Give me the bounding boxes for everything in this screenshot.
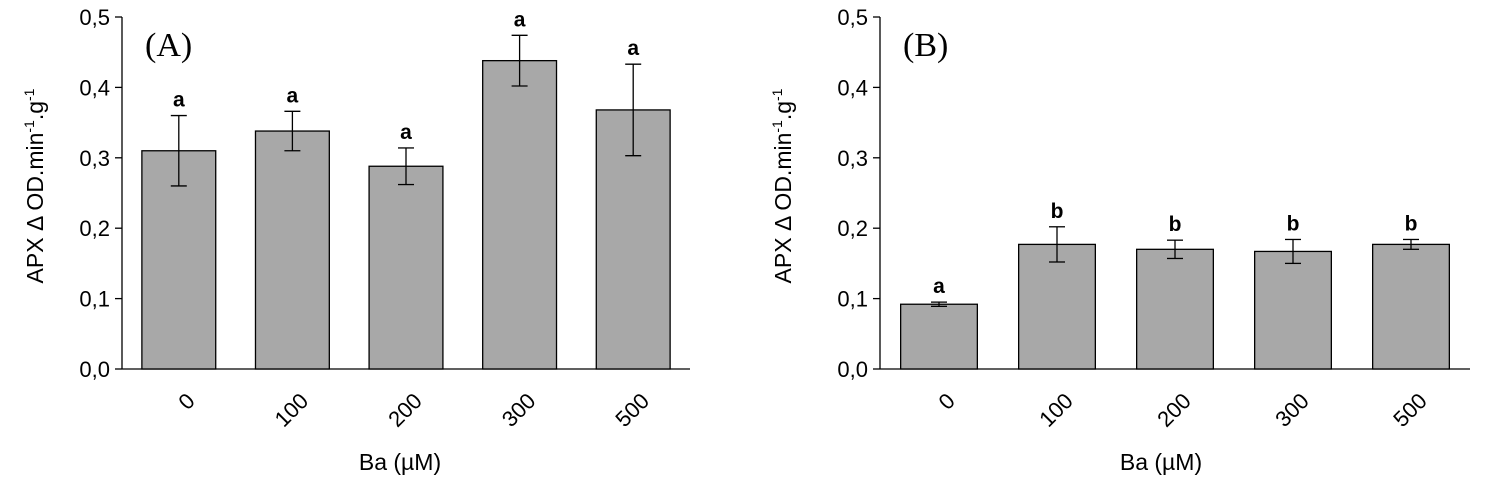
significance-letter-a: a	[627, 37, 639, 60]
panel-label-b: (B)	[903, 27, 948, 64]
significance-letter-a: a	[173, 89, 185, 112]
y-tick-label-b: 0,1	[837, 287, 868, 312]
significance-letter-b: b	[1405, 212, 1418, 235]
y-axis-title-b-sup1: -1	[769, 120, 785, 133]
y-tick-label-b: 0,4	[837, 75, 868, 100]
significance-letter-a: a	[287, 84, 299, 107]
bar-a	[254, 130, 330, 370]
x-tick-label-b: 500	[1388, 388, 1432, 432]
y-tick-label-b: 0,2	[837, 216, 868, 241]
bar-a	[482, 59, 558, 370]
x-axis-title-b: Ba (µM)	[1120, 449, 1202, 475]
significance-letter-b: a	[933, 275, 945, 298]
y-tick-label-a: 0,5	[79, 5, 110, 30]
x-axis-title-a: Ba (µM)	[359, 449, 441, 475]
y-axis-title-b-prefix: APX Δ OD.min	[770, 133, 796, 284]
bar-a	[141, 150, 217, 370]
y-axis-title-a: APX Δ OD.min-1.g-1	[21, 88, 48, 283]
y-axis-title-b-sup2: -1	[769, 88, 785, 101]
x-tick-label-a: 200	[383, 388, 427, 432]
y-tick-label-b: 0,3	[837, 146, 868, 171]
y-tick-label-a: 0,4	[79, 75, 110, 100]
significance-letter-b: b	[1287, 212, 1300, 235]
y-tick-label-a: 0,3	[79, 146, 110, 171]
chart-panel-a: (A) APX Δ OD.min-1.g-1 Ba (µM) 0,00,10,2…	[21, 5, 690, 475]
y-tick-label-a: 0,2	[79, 216, 110, 241]
bar-b	[1254, 250, 1333, 370]
y-axis-title-a-sup1: -1	[21, 120, 37, 133]
y-axis-title-a-sup2: -1	[21, 88, 37, 101]
y-axis-title-a-middle: .g	[22, 101, 48, 120]
x-tick-label-a: 0	[173, 388, 199, 414]
bar-b	[900, 303, 979, 370]
x-tick-label-b: 200	[1152, 388, 1196, 432]
x-tick-label-b: 0	[934, 388, 960, 414]
y-tick-label-b: 0,0	[837, 357, 868, 382]
y-tick-label-a: 0,1	[79, 287, 110, 312]
x-tick-label-b: 100	[1034, 388, 1078, 432]
bar-b	[1018, 243, 1097, 370]
chart-panel-b: (B) APX Δ OD.min-1.g-1 Ba (µM) 0,00,10,2…	[769, 5, 1470, 475]
significance-letter-b: b	[1051, 200, 1064, 223]
y-tick-label-a: 0,0	[79, 357, 110, 382]
x-tick-label-a: 500	[610, 388, 654, 432]
x-tick-label-b: 300	[1270, 388, 1314, 432]
x-tick-label-a: 300	[497, 388, 541, 432]
bar-a	[368, 165, 444, 370]
y-axis-title-a-prefix: APX Δ OD.min	[22, 133, 48, 284]
y-tick-label-b: 0,5	[837, 5, 868, 30]
panel-label-a: (A)	[145, 27, 192, 64]
significance-letter-a: a	[514, 8, 526, 31]
significance-letter-b: b	[1169, 213, 1182, 236]
bar-b	[1136, 248, 1215, 370]
significance-letter-a: a	[400, 121, 412, 144]
y-axis-title-b-middle: .g	[770, 101, 796, 120]
bar-b	[1372, 243, 1451, 370]
y-axis-title-b: APX Δ OD.min-1.g-1	[769, 88, 796, 283]
x-tick-label-a: 100	[270, 388, 314, 432]
